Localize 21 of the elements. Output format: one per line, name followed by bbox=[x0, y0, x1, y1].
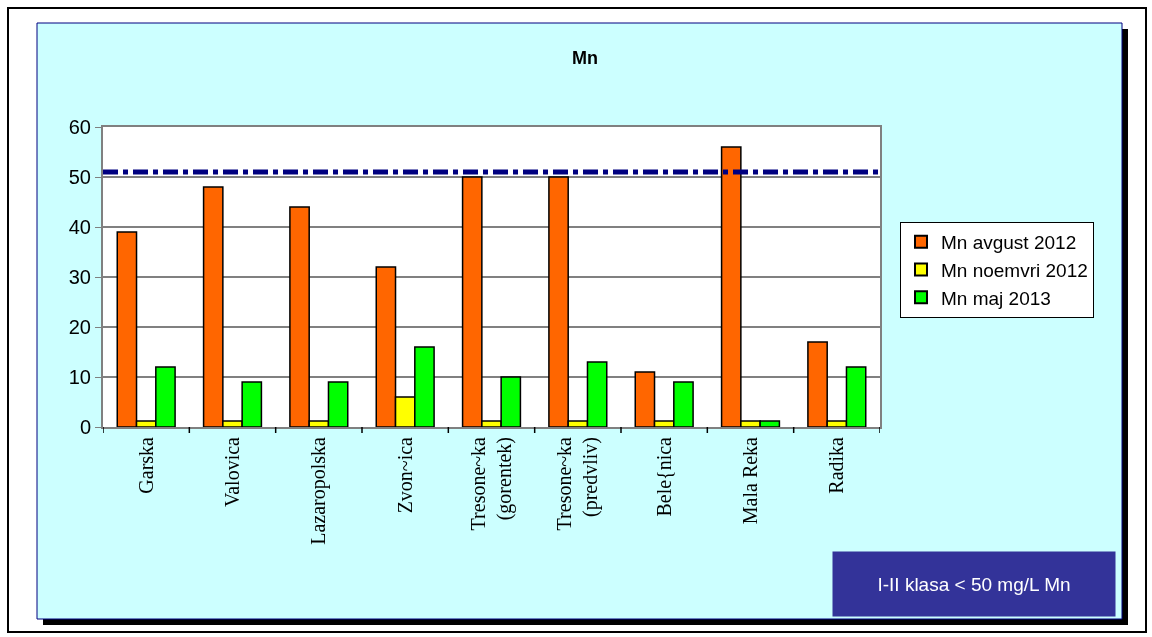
x-tick-label: Garska bbox=[134, 436, 157, 494]
y-tick-label: 60 bbox=[68, 116, 91, 138]
y-tick-label: 10 bbox=[68, 366, 91, 388]
y-tick-label: 30 bbox=[68, 266, 91, 288]
x-tick-label: Lazaropolska bbox=[307, 436, 331, 545]
y-tick-label: 20 bbox=[68, 316, 91, 338]
text: I-II klasa < 50 mg/L Mn bbox=[877, 573, 1071, 595]
x-tick-label: Zvon~ica bbox=[393, 436, 416, 514]
legend-label: Mn noemvri 2012 bbox=[941, 259, 1088, 281]
x-tick-label: Tresone~ka (predvliv) bbox=[553, 436, 603, 531]
y-tick-label: 40 bbox=[68, 216, 91, 238]
x-tick-label: Radika bbox=[825, 436, 848, 494]
legend-label: Mn maj 2013 bbox=[941, 287, 1051, 309]
chart-title: Mn bbox=[572, 48, 598, 69]
legend-label: Mn avgust 2012 bbox=[941, 232, 1077, 254]
x-tick-label: Valovica bbox=[221, 436, 243, 507]
x-tick-label: Tresone~ka (gorentek) bbox=[467, 436, 516, 531]
y-tick-label: 0 bbox=[79, 416, 91, 438]
x-tick-label: Bele{nica bbox=[652, 436, 675, 517]
x-tick-label: Mala Reka bbox=[739, 436, 761, 525]
y-tick-label: 50 bbox=[68, 166, 91, 188]
